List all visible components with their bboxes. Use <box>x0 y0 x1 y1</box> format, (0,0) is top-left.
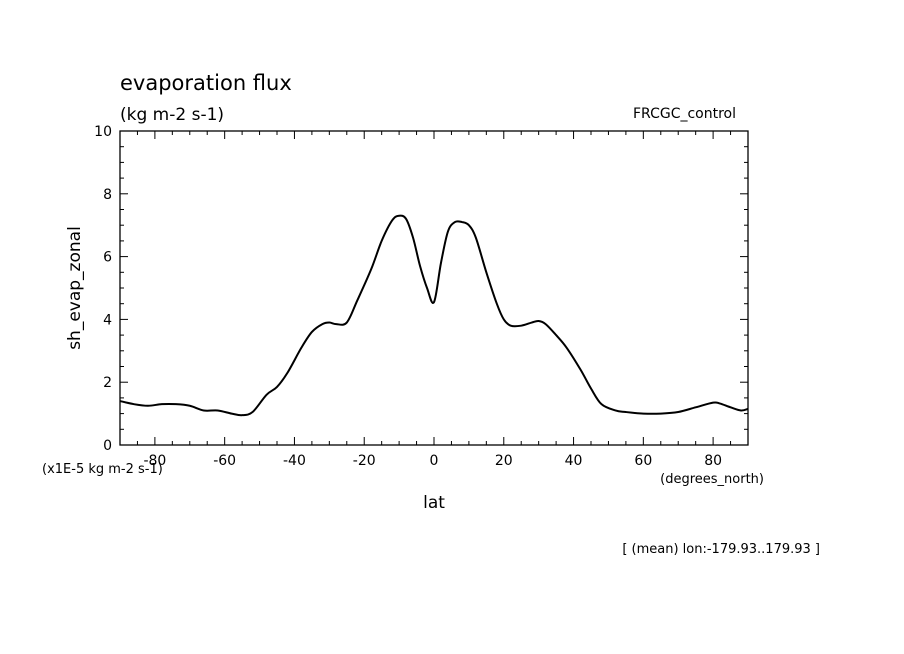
x-tick-label: 40 <box>565 453 583 469</box>
y-tick-label: 10 <box>94 124 112 140</box>
x-tick-label: 20 <box>495 453 513 469</box>
y-tick-label: 0 <box>103 438 112 454</box>
x-axis-unit: (degrees_north) <box>660 472 764 487</box>
x-tick-label: -80 <box>143 453 166 469</box>
series-line <box>119 214 749 417</box>
y-tick-label: 6 <box>103 250 112 266</box>
y-tick-label: 8 <box>103 187 112 203</box>
x-axis-ticks <box>119 131 749 445</box>
y-axis-ticks <box>120 130 748 446</box>
x-tick-label: -60 <box>213 453 236 469</box>
y-tick-label: 4 <box>103 312 112 328</box>
footnote: [ (mean) lon:-179.93..179.93 ] <box>622 542 820 557</box>
y-axis-tick-labels: 0 2 4 6 8 10 <box>94 124 112 454</box>
x-axis-tick-labels: -80 -60 -40 -20 0 20 40 60 80 <box>143 453 722 469</box>
plot-frame <box>119 130 749 446</box>
x-tick-label: -20 <box>353 453 376 469</box>
chart-title: evaporation flux <box>120 71 292 95</box>
x-tick-label: 60 <box>634 453 652 469</box>
y-axis-label: sh_evap_zonal <box>65 226 85 350</box>
experiment-label: FRCGC_control <box>633 106 736 122</box>
x-tick-label: 80 <box>704 453 722 469</box>
x-tick-label: 0 <box>430 453 439 469</box>
y-tick-label: 2 <box>103 375 112 391</box>
chart-subtitle: (kg m-2 s-1) <box>120 105 224 125</box>
y-axis-unit: (x1E-5 kg m-2 s-1) <box>42 462 163 477</box>
x-tick-label: -40 <box>283 453 306 469</box>
x-axis-label: lat <box>423 493 445 513</box>
